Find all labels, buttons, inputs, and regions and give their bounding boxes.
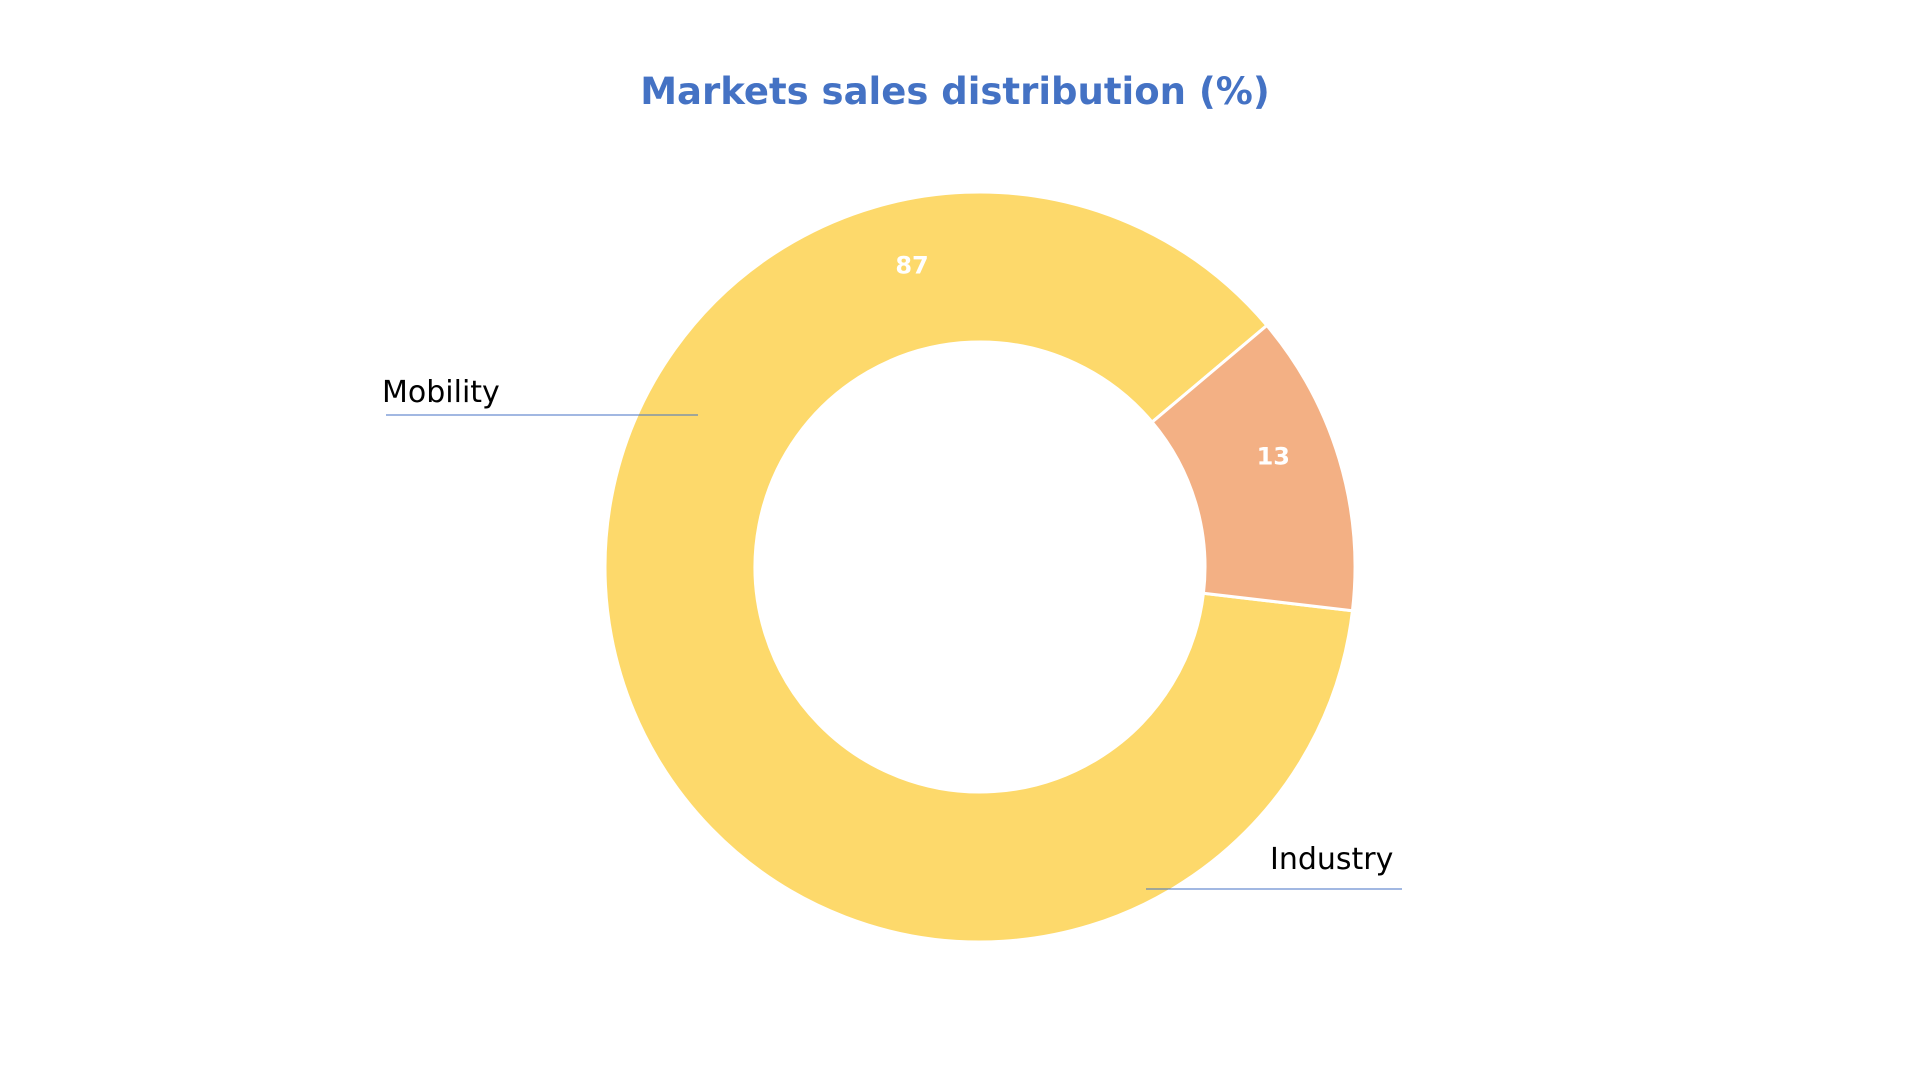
slice-mobility [603, 190, 1355, 944]
data-label-industry: 13 [1257, 443, 1290, 471]
data-label-mobility: 87 [895, 252, 928, 280]
category-label-mobility: Mobility [382, 375, 500, 410]
slice-industry [1149, 323, 1357, 613]
leader-lines-layer [386, 414, 1402, 890]
chart-title: Markets sales distribution (%) [640, 70, 1270, 113]
labels-layer: 87 Mobility 13 Industry [382, 252, 1393, 877]
slices-layer [603, 190, 1357, 944]
category-label-industry: Industry [1270, 842, 1393, 877]
